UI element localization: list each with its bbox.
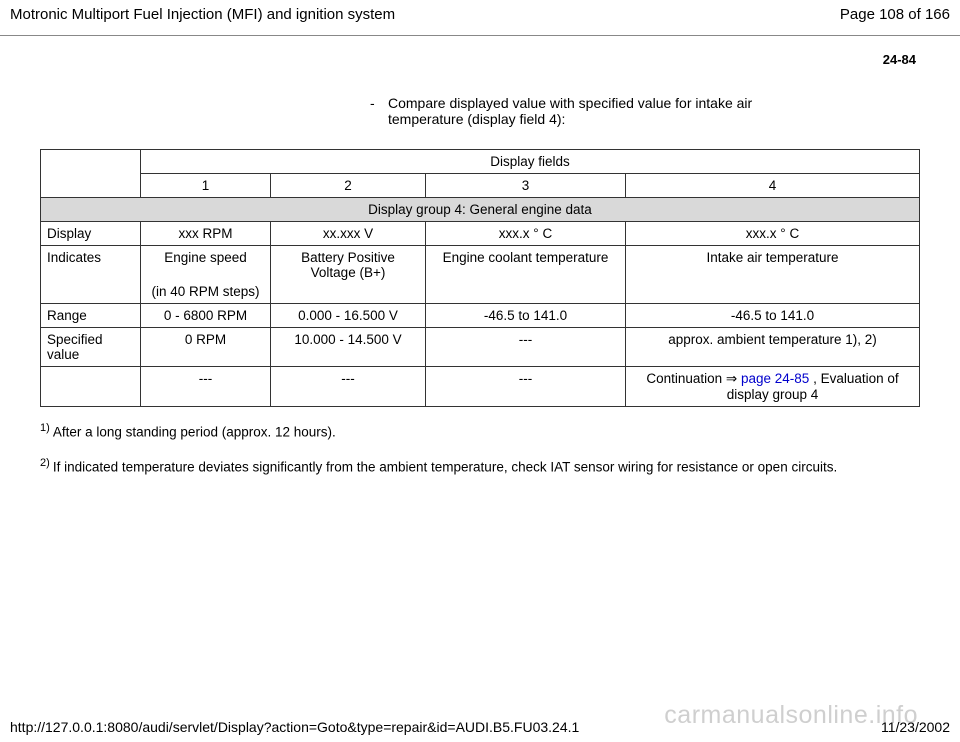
- cell: xxx RPM: [141, 222, 271, 246]
- footnote-2-text: If indicated temperature deviates signif…: [53, 459, 837, 474]
- table-row: Indicates Engine speed (in 40 RPM steps)…: [41, 246, 920, 304]
- cell: ---: [426, 367, 626, 407]
- instruction-dash: -: [370, 95, 388, 127]
- indicates-c1-main: Engine speed: [164, 250, 247, 265]
- table-header-display-fields: Display fields: [141, 150, 920, 174]
- cell: Battery Positive Voltage (B+): [271, 246, 426, 304]
- table-corner-blank: [41, 150, 141, 198]
- cell: xxx.x ° C: [426, 222, 626, 246]
- cell: ---: [141, 367, 271, 407]
- instruction-line: - Compare displayed value with specified…: [370, 95, 920, 127]
- page-indicator: Page 108 of 166: [840, 6, 950, 23]
- cell: Engine speed (in 40 RPM steps): [141, 246, 271, 304]
- footnote-1-text: After a long standing period (approx. 12…: [53, 425, 336, 440]
- cell: 0 - 6800 RPM: [141, 304, 271, 328]
- instruction-text: Compare displayed value with specified v…: [388, 95, 920, 127]
- indicates-c1-sub: (in 40 RPM steps): [151, 284, 259, 299]
- table-row: Display xxx RPM xx.xxx V xxx.x ° C xxx.x…: [41, 222, 920, 246]
- row-label-blank: [41, 367, 141, 407]
- footer-date: 11/23/2002: [881, 719, 950, 735]
- cell: -46.5 to 141.0: [626, 304, 920, 328]
- cell: -46.5 to 141.0: [426, 304, 626, 328]
- field-num-3: 3: [426, 174, 626, 198]
- cell: Intake air temperature: [626, 246, 920, 304]
- cell: 0.000 - 16.500 V: [271, 304, 426, 328]
- display-fields-table: Display fields 1 2 3 4 Display group 4: …: [40, 149, 920, 407]
- footer-url: http://127.0.0.1:8080/audi/servlet/Displ…: [10, 719, 579, 735]
- page-link-24-85[interactable]: page 24-85: [741, 371, 809, 386]
- cell: xxx.x ° C: [626, 222, 920, 246]
- row-label-indicates: Indicates: [41, 246, 141, 304]
- footnote-2: 2) If indicated temperature deviates sig…: [40, 456, 920, 477]
- footnote-2-sup: 2): [40, 457, 53, 469]
- arrow-icon: ⇒: [726, 371, 737, 386]
- field-num-1: 1: [141, 174, 271, 198]
- continuation-cell: Continuation ⇒ page 24-85 , Evaluation o…: [626, 367, 920, 407]
- field-num-4: 4: [626, 174, 920, 198]
- row-label-specified: Specified value: [41, 328, 141, 367]
- cell: 10.000 - 14.500 V: [271, 328, 426, 367]
- footnote-1-sup: 1): [40, 422, 53, 434]
- cell: 0 RPM: [141, 328, 271, 367]
- continuation-prefix: Continuation: [646, 371, 726, 386]
- reference-number: 24-84: [40, 52, 920, 67]
- row-label-display: Display: [41, 222, 141, 246]
- cell: ---: [426, 328, 626, 367]
- cell: ---: [271, 367, 426, 407]
- row-label-range: Range: [41, 304, 141, 328]
- cell: approx. ambient temperature 1), 2): [626, 328, 920, 367]
- cell: Engine coolant temperature: [426, 246, 626, 304]
- cell: xx.xxx V: [271, 222, 426, 246]
- table-row: Specified value 0 RPM 10.000 - 14.500 V …: [41, 328, 920, 367]
- footnote-1: 1) After a long standing period (approx.…: [40, 421, 920, 442]
- doc-title: Motronic Multiport Fuel Injection (MFI) …: [10, 6, 395, 23]
- table-row: Range 0 - 6800 RPM 0.000 - 16.500 V -46.…: [41, 304, 920, 328]
- display-group-row: Display group 4: General engine data: [41, 198, 920, 222]
- table-row: --- --- --- Continuation ⇒ page 24-85 , …: [41, 367, 920, 407]
- field-num-2: 2: [271, 174, 426, 198]
